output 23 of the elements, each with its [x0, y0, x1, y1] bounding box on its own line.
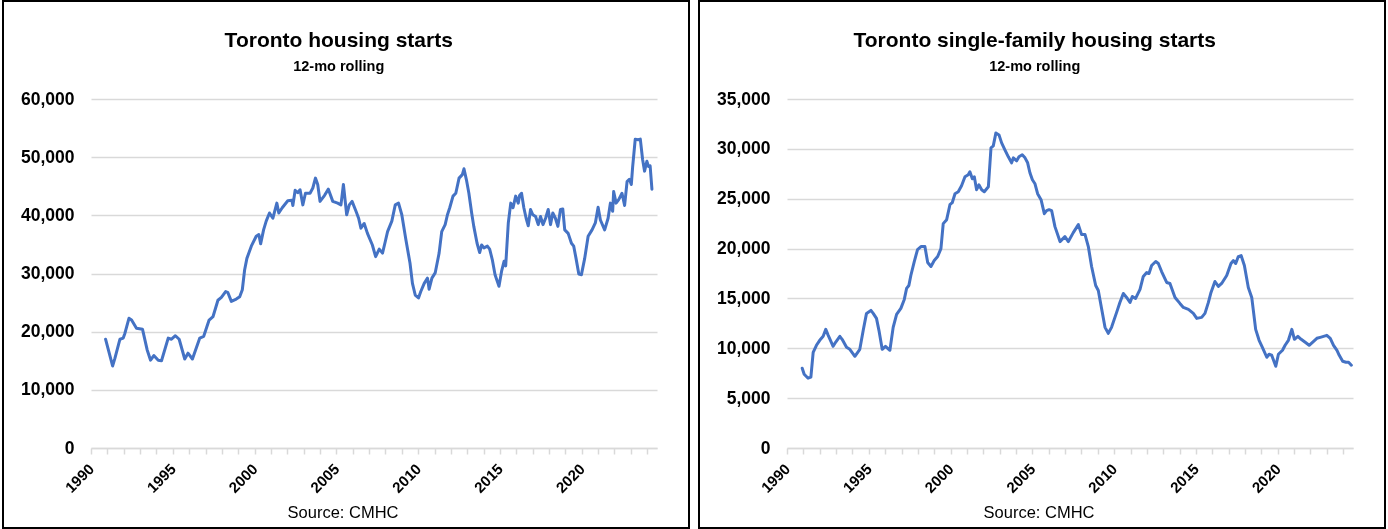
source-note: Source: CMHC: [287, 503, 399, 521]
line-series: [800, 131, 1353, 380]
y-tick-label: 40,000: [20, 204, 75, 225]
line-series: [104, 137, 654, 368]
y-tick-label: 0: [760, 437, 771, 458]
chart-title: Toronto single-family housing starts: [853, 27, 1216, 51]
y-tick-label: 50,000: [20, 146, 75, 167]
y-tick-label: 30,000: [20, 263, 75, 283]
y-tick-label: 35,000: [716, 88, 771, 109]
chart-title: Toronto housing starts: [224, 27, 453, 51]
y-tick-label: 10,000: [20, 379, 75, 400]
source-note: Source: CMHC: [983, 503, 1095, 521]
y-tick-label: 25,000: [716, 188, 771, 209]
y-tick-label: 0: [64, 437, 75, 458]
chart-subtitle: 12-mo rolling: [989, 57, 1081, 74]
y-tick-label: 20,000: [716, 238, 771, 259]
y-tick-label: 15,000: [716, 287, 771, 308]
y-tick-label: 30,000: [716, 138, 771, 159]
y-tick-label: 5,000: [726, 387, 771, 408]
y-tick-label: 60,000: [20, 88, 75, 109]
chart-subtitle: 12-mo rolling: [293, 57, 385, 74]
y-tick-label: 20,000: [20, 321, 75, 342]
y-tick-label: 10,000: [716, 337, 771, 358]
